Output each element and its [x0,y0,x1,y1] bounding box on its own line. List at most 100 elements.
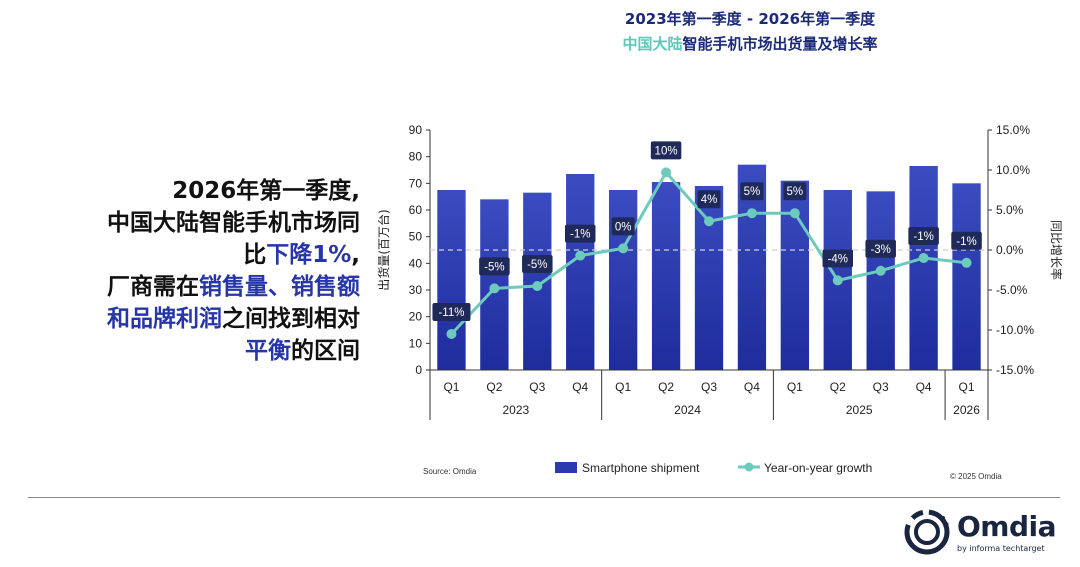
growth-data-label: -1% [956,236,976,248]
footer-divider [28,497,1060,498]
legend-bar-label: Smartphone shipment [582,461,700,475]
headline-line-5: 和品牌利润之间找到相对 [30,303,360,335]
headline-l5a: 和品牌利润 [107,306,222,332]
headline-l6b: 的区间 [291,338,360,364]
shipment-bar [566,174,595,370]
growth-point [875,265,886,276]
headline-l5b: 之间找到相对 [222,306,360,332]
headline-line-1: 2026年第一季度, [172,178,360,204]
x-tick-label: Q2 [830,380,846,394]
right-tick-label: -15.0% [996,363,1034,377]
right-tick-label: 5.0% [996,203,1024,217]
x-tick-label: Q1 [959,380,975,394]
right-tick-label: 10.0% [996,163,1030,177]
shipment-bar [608,190,638,370]
title-region: 中国大陆 [622,35,683,53]
x-tick-label: Q1 [443,380,459,394]
left-tick-label: 0 [415,363,422,377]
shipment-bar [952,183,981,370]
growth-label-box [865,239,896,258]
headline-l6a: 平衡 [245,338,291,364]
growth-label-box [783,182,807,201]
source-note: Source: Omdia [423,467,477,476]
brand-tagline: by informa techtarget [957,544,1045,553]
growth-point [704,216,714,227]
growth-point [746,208,757,219]
growth-data-label: -5% [527,259,547,271]
growth-label-box [697,190,721,209]
growth-label-box [522,255,553,273]
headline-l4a: 厂商需在 [107,274,199,300]
growth-data-label: -3% [870,244,890,256]
left-tick-label: 60 [409,203,423,217]
chart-title-subject: 中国大陆智能手机市场出货量及增长率 [540,33,960,54]
brand-name: Omdia [957,510,1057,543]
x-tick-label: Q1 [787,380,803,394]
growth-data-label: -1% [570,229,590,241]
shipment-bar [651,182,681,370]
left-tick-label: 10 [409,336,423,350]
growth-data-label: -1% [913,231,933,243]
shipment-bar [437,190,466,370]
growth-label-box [479,257,510,276]
legend-line-label: Year-on-year growth [764,461,872,475]
growth-label-box [951,231,982,250]
headline-line-6: 平衡的区间 [30,335,360,367]
growth-point [575,250,586,261]
growth-data-label: -5% [484,261,504,273]
omdia-logo: Omdia by informa techtarget [903,508,1063,560]
headline-l3b: 下降1% [266,242,352,268]
headline-line-3: 比下降1%, [30,239,360,271]
growth-data-label: 0% [615,221,632,233]
x-tick-label: Q3 [529,380,545,394]
right-tick-label: -10.0% [996,323,1034,337]
left-axis-title: 出货量(百万台) [376,209,391,290]
omdia-mark-icon [904,509,950,555]
shipment-bar [694,186,724,370]
growth-data-label: 5% [787,186,804,198]
left-tick-label: 50 [409,230,423,244]
x-tick-label: Q3 [701,380,717,394]
left-tick-label: 70 [409,176,423,190]
headline-text: 2026年第一季度, 中国大陆智能手机市场同 比下降1%, 厂商需在销售量、销售… [30,175,360,367]
year-group-label: 2023 [502,403,529,417]
left-tick-label: 90 [409,123,423,137]
growth-label-box [908,227,939,245]
headline-line-4: 厂商需在销售量、销售额 [30,271,360,303]
growth-point [446,329,457,339]
growth-label-box [432,303,471,321]
headline-line-2: 中国大陆智能手机市场同 [107,210,360,236]
growth-label-box [611,217,635,236]
x-tick-label: Q4 [572,380,588,394]
right-tick-label: 15.0% [996,123,1030,137]
title-rest: 智能手机市场出货量及增长率 [682,35,878,53]
growth-point [832,275,843,286]
x-tick-label: Q4 [916,380,932,394]
x-tick-label: Q2 [486,380,502,394]
growth-label-box [740,182,764,201]
right-tick-label: 0.0% [996,243,1024,257]
year-group-label: 2026 [953,403,980,417]
growth-data-label: -11% [438,307,464,319]
growth-data-label: -4% [828,253,848,265]
growth-data-label: 5% [744,186,761,198]
x-tick-label: Q1 [615,380,631,394]
right-axis-title: 同比增长率 [1049,220,1064,280]
legend-line-marker [744,462,754,472]
left-tick-label: 20 [409,310,423,324]
growth-point [789,208,800,219]
x-tick-label: Q4 [744,380,760,394]
growth-data-label: 10% [655,145,678,157]
left-tick-label: 30 [409,283,423,297]
shipment-bar [866,191,895,370]
x-tick-label: Q2 [658,380,674,394]
copyright-note: © 2025 Omdia [950,472,1002,481]
shipment-bar [909,166,938,370]
left-tick-label: 80 [409,150,423,164]
growth-point [918,253,929,263]
growth-point [489,283,500,294]
legend-bar-swatch [555,462,577,473]
growth-label-box [650,141,682,160]
growth-point [661,167,672,178]
